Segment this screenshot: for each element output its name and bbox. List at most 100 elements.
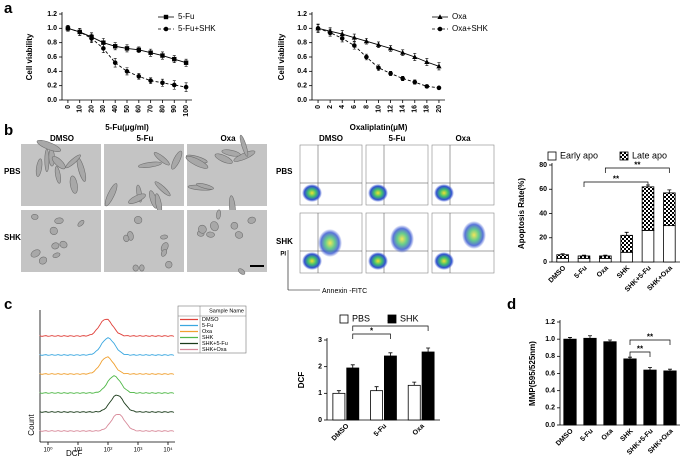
legend-label: SHK+Oxa [202, 347, 228, 353]
marker [171, 82, 177, 88]
histogram-curve [39, 337, 175, 356]
cell [36, 139, 62, 152]
column-header: Oxa [220, 134, 236, 143]
y-tick-label: 0.2 [297, 83, 307, 90]
legend-box [177, 305, 247, 354]
error-bar [350, 364, 355, 368]
marker [351, 34, 357, 40]
panel-letter: d [507, 296, 516, 313]
y-tick-label: 0.8 [545, 353, 555, 360]
error-bar [412, 381, 417, 386]
x-tick-label: 0 [315, 105, 322, 109]
legend-swatch [547, 151, 557, 161]
marker [387, 45, 394, 51]
cell [160, 249, 168, 257]
error-bar [374, 386, 379, 391]
histogram-curve [39, 394, 175, 413]
cell [153, 152, 170, 166]
x-tick-label: SHK [616, 265, 631, 280]
cell [234, 231, 244, 239]
legend-swatch [619, 151, 629, 161]
cell [132, 264, 139, 272]
cell [198, 224, 207, 234]
column-header: Oxa [455, 134, 471, 143]
cell [238, 268, 246, 275]
significance-bracket [583, 181, 649, 187]
bar [663, 370, 677, 426]
legend-label: 5-Fu [202, 323, 213, 329]
marker [437, 26, 443, 32]
x-tick-label: DMSO [555, 427, 575, 447]
column-header: DMSO [319, 134, 343, 143]
cell [44, 148, 50, 172]
y-tick-label: 0.0 [297, 97, 307, 104]
axis-label: Annexin -FITC [322, 288, 367, 295]
marker [124, 46, 130, 51]
x-tick-label: DMSO [548, 264, 568, 284]
legend-label: 5-Fu [178, 12, 194, 21]
x-tick-label: Oxa [596, 265, 610, 279]
population [390, 225, 414, 253]
bar [603, 341, 617, 426]
histogram-curve [39, 318, 175, 337]
bar [577, 257, 591, 263]
marker [124, 69, 130, 74]
legend-swatch [387, 314, 397, 324]
axis-label: MMP(595/525nm) [528, 341, 537, 406]
column-header: DMSO [50, 134, 74, 143]
row-label: PBS [4, 167, 21, 176]
legend-label: DMSO [202, 317, 219, 323]
x-tick-label: 50 [124, 105, 131, 113]
x-tick-label: 60 [136, 105, 143, 113]
cell [206, 231, 215, 238]
legend-swatch [339, 314, 349, 324]
x-tick-label: Oxa [600, 428, 614, 442]
y-tick-label: 0.4 [297, 68, 307, 75]
marker [375, 42, 382, 47]
bar [556, 254, 569, 259]
x-tick-label: 10 [375, 105, 382, 113]
cell [134, 216, 143, 224]
bar [370, 390, 383, 421]
cell [214, 153, 233, 164]
marker [160, 53, 165, 58]
cell [69, 175, 78, 194]
bar [346, 367, 360, 421]
error-bar [667, 189, 672, 193]
error-bar [426, 347, 431, 352]
y-tick-label: 0.4 [47, 68, 57, 75]
population [434, 252, 454, 270]
marker [163, 26, 169, 32]
population [302, 184, 322, 202]
marker [112, 60, 118, 66]
x-tick-label: 10³ [134, 448, 143, 454]
marker [148, 78, 153, 83]
cell [221, 149, 241, 157]
error-bar [648, 367, 652, 371]
legend-label: Oxa [452, 12, 467, 21]
bar [641, 186, 655, 231]
marker [160, 80, 165, 86]
marker [388, 71, 393, 76]
marker [436, 85, 442, 91]
cell [35, 158, 43, 177]
y-tick-label: 0 [318, 417, 322, 424]
bar [643, 369, 657, 426]
axis-label: Cell viability [25, 33, 34, 80]
cell [138, 161, 162, 168]
cell [51, 156, 66, 170]
axis-label: Count [27, 414, 36, 436]
x-tick-label: 30 [100, 105, 107, 113]
x-tick-label: DMSO [331, 422, 351, 442]
y-tick-label: 0.0 [545, 422, 555, 429]
cell [139, 264, 145, 272]
panel-letter: c [4, 296, 12, 313]
histogram-curve [39, 375, 175, 394]
cell [31, 213, 39, 220]
cell [104, 183, 118, 207]
cell [239, 134, 249, 157]
y-tick-label: 0.8 [47, 40, 57, 47]
y-tick-label: 0.6 [545, 370, 555, 377]
x-tick-label: 5-Fu [579, 428, 594, 443]
y-tick-label: 80 [539, 162, 547, 169]
